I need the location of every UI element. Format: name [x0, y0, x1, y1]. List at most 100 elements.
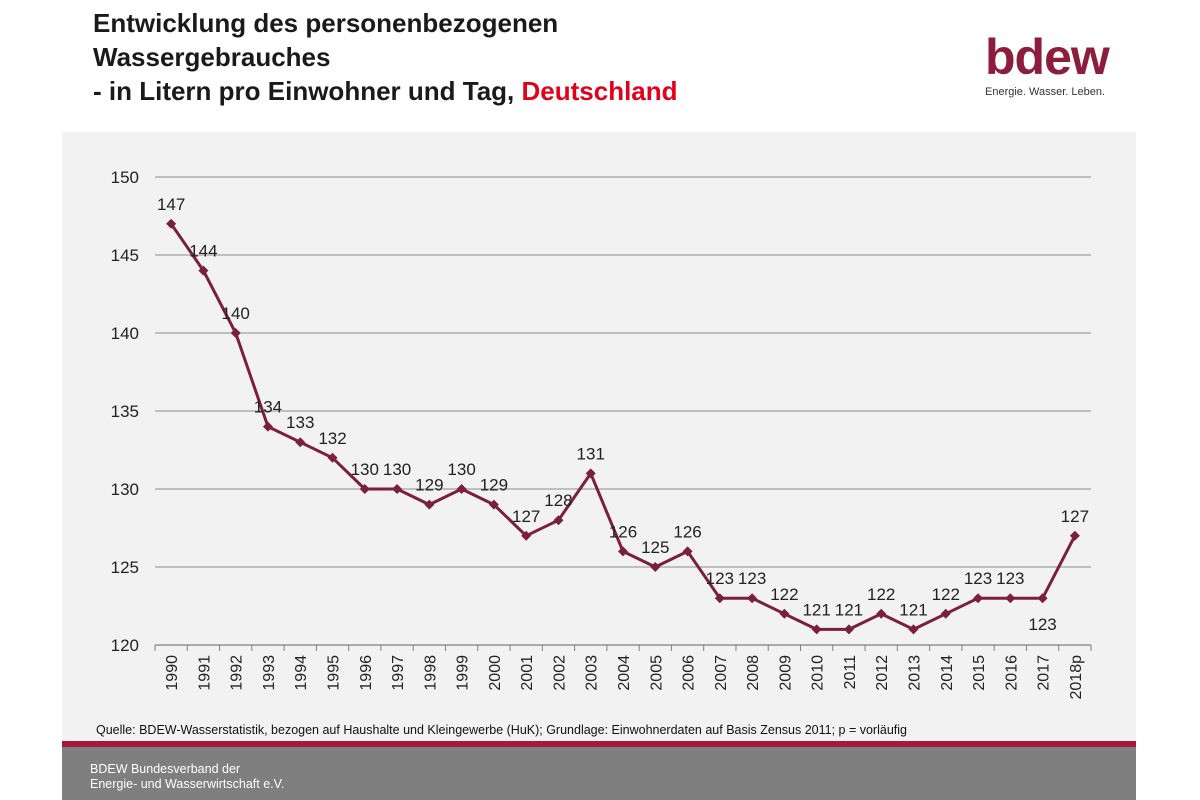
title-highlight-country: Deutschland: [521, 76, 678, 106]
x-tick-label: 2018p: [1068, 655, 1085, 700]
data-point-marker: [553, 515, 564, 526]
data-point-marker: [295, 437, 306, 448]
x-tick-label: 2005: [648, 655, 665, 691]
y-tick-label: 140: [111, 324, 139, 343]
x-tick-label: 2000: [487, 655, 504, 691]
x-tick-label: 2003: [584, 655, 601, 691]
data-label: 122: [770, 585, 798, 604]
data-point-marker: [230, 328, 241, 338]
footer-bar: BDEW Bundesverband der Energie- und Wass…: [62, 747, 1136, 800]
data-point-marker: [392, 484, 403, 494]
data-label: 121: [835, 600, 863, 619]
footer-line-1: BDEW Bundesverband der: [90, 762, 241, 776]
x-tick-label: 1992: [229, 655, 246, 691]
data-label: 123: [738, 569, 766, 588]
data-point-marker: [359, 484, 370, 494]
x-tick-label: 2015: [971, 655, 988, 691]
data-point-marker: [456, 484, 467, 494]
data-label: 130: [383, 460, 411, 479]
data-label: 132: [318, 429, 346, 448]
data-label: 129: [415, 476, 443, 495]
slide-background: [62, 0, 1136, 800]
data-point-marker: [198, 265, 209, 276]
x-tick-label: 1993: [261, 655, 278, 691]
data-label: 123: [1028, 615, 1056, 634]
logo-tagline: Energie. Wasser. Leben.: [985, 86, 1106, 98]
data-point-marker: [166, 218, 177, 229]
data-point-marker: [1069, 530, 1080, 541]
data-label: 128: [544, 491, 572, 510]
y-tick-label: 125: [111, 558, 139, 577]
data-point-marker: [1037, 593, 1048, 604]
data-label: 133: [286, 413, 314, 432]
data-point-marker: [747, 593, 758, 604]
x-tick-label: 1996: [358, 655, 375, 691]
data-point-marker: [682, 546, 693, 557]
data-point-marker: [779, 608, 790, 619]
data-label: 144: [189, 242, 217, 261]
data-label: 121: [802, 600, 830, 619]
data-label: 127: [512, 507, 540, 526]
x-tick-label: 2007: [713, 655, 730, 691]
data-point-marker: [973, 593, 984, 604]
y-tick-label: 135: [111, 402, 139, 421]
data-label: 123: [706, 569, 734, 588]
x-tick-label: 2014: [939, 655, 956, 691]
data-label: 123: [996, 569, 1024, 588]
data-label: 121: [899, 600, 927, 619]
data-label: 131: [577, 444, 605, 463]
data-point-marker: [876, 608, 887, 619]
data-point-marker: [908, 624, 919, 635]
slide-header: [62, 0, 1136, 132]
x-tick-label: 2002: [551, 655, 568, 691]
data-point-marker: [714, 593, 725, 604]
data-label: 130: [447, 460, 475, 479]
x-tick-label: 1991: [196, 655, 213, 691]
y-tick-label: 150: [111, 168, 139, 187]
logo-wordmark: bdew: [985, 29, 1110, 85]
data-label: 140: [222, 304, 250, 323]
data-label: 125: [641, 538, 669, 557]
data-point-marker: [843, 624, 854, 635]
data-label: 122: [867, 585, 895, 604]
x-tick-label: 2006: [681, 655, 698, 691]
data-point-marker: [618, 546, 628, 557]
data-point-marker: [262, 421, 273, 432]
x-tick-label: 1994: [293, 655, 310, 691]
data-point-marker: [585, 468, 596, 479]
data-label: 126: [673, 522, 701, 541]
data-point-marker: [488, 499, 499, 510]
data-label: 123: [964, 569, 992, 588]
source-note: Quelle: BDEW-Wasserstatistik, bezogen au…: [96, 723, 907, 737]
data-point-marker: [650, 562, 661, 572]
bdew-logo: bdew Energie. Wasser. Leben.: [985, 29, 1110, 104]
line-chart: 120 125 130 135 140 145 150 1990 1991 1992 1993 199…: [111, 168, 1092, 700]
x-tick-label: 2016: [1003, 655, 1020, 691]
footer-organization: BDEW Bundesverband der Energie- und Wass…: [90, 762, 284, 792]
data-label: 134: [254, 398, 282, 417]
title-line-1: Entwicklung des personenbezogenen: [93, 8, 559, 38]
x-tick-label: 2017: [1036, 655, 1053, 691]
data-label: 130: [351, 460, 379, 479]
x-tick-label: 1997: [390, 655, 407, 691]
x-tick-label: 1995: [326, 655, 343, 691]
data-point-marker: [424, 499, 435, 510]
y-tick-label: 130: [111, 480, 139, 499]
x-tick-label: 2009: [777, 655, 794, 691]
x-tick-label: 1999: [455, 655, 472, 691]
x-tick-label: 1998: [422, 655, 439, 691]
data-label: 122: [932, 585, 960, 604]
data-label: 126: [609, 522, 637, 541]
data-point-marker: [327, 452, 338, 463]
x-tick-label: 2001: [519, 655, 536, 691]
chart-title: Entwicklung des personenbezogenen Wasser…: [93, 6, 678, 108]
x-tick-label: 2012: [874, 655, 891, 691]
x-tick-label: 2004: [616, 655, 633, 691]
data-point-marker: [811, 624, 822, 635]
data-point-marker: [521, 530, 532, 541]
y-tick-label: 120: [111, 636, 139, 655]
title-line-3-prefix: - in Litern pro Einwohner und Tag,: [93, 76, 522, 106]
data-label: 129: [480, 476, 508, 495]
title-line-2: Wassergebrauches: [93, 42, 331, 72]
footer-line-2: Energie- und Wasserwirtschaft e.V.: [90, 777, 285, 791]
